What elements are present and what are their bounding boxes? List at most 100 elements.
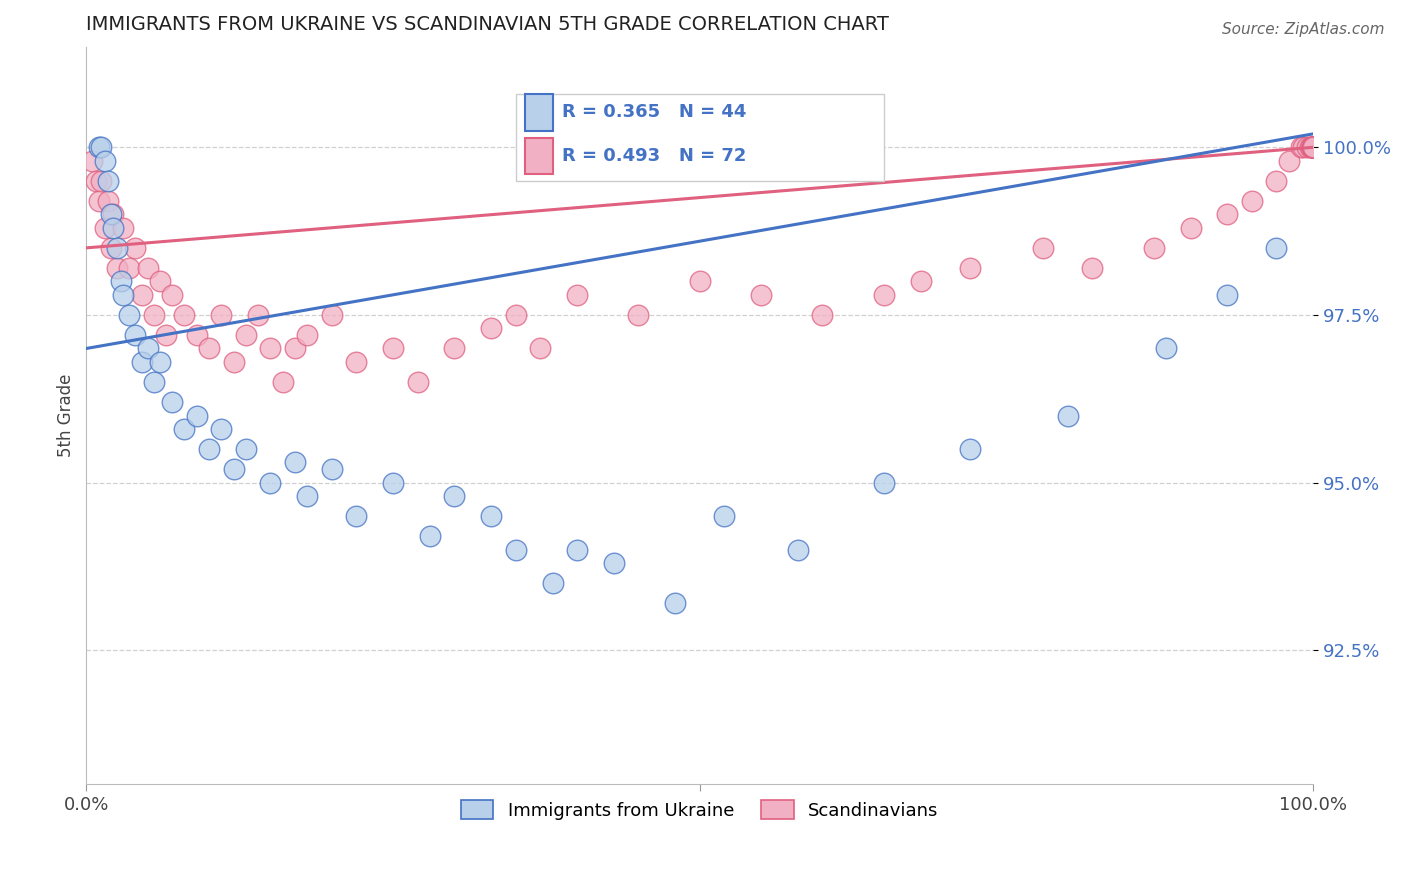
Point <box>100 241 122 255</box>
Point <box>259 342 281 356</box>
Point <box>1302 140 1324 154</box>
Point <box>443 489 465 503</box>
Point <box>811 308 834 322</box>
Point <box>321 462 343 476</box>
Point <box>84 174 107 188</box>
Point <box>131 355 153 369</box>
Point <box>284 455 307 469</box>
Point <box>93 220 115 235</box>
Point <box>664 596 686 610</box>
Point <box>97 194 120 208</box>
Point <box>1057 409 1080 423</box>
Point <box>1081 260 1104 275</box>
Point <box>1302 140 1324 154</box>
Point <box>118 308 141 322</box>
Point <box>149 355 172 369</box>
Point <box>382 342 405 356</box>
Point <box>419 529 441 543</box>
Point <box>103 220 125 235</box>
Point <box>321 308 343 322</box>
Point <box>259 475 281 490</box>
Point <box>131 288 153 302</box>
Point <box>1154 342 1177 356</box>
Point <box>1289 140 1312 154</box>
Point <box>209 308 232 322</box>
Point <box>344 355 367 369</box>
Point <box>910 274 932 288</box>
Point <box>565 542 588 557</box>
Point <box>105 241 128 255</box>
Point <box>505 542 527 557</box>
Point <box>136 342 159 356</box>
Point <box>1240 194 1263 208</box>
Point <box>787 542 810 557</box>
Point <box>198 442 221 456</box>
Point <box>1302 140 1324 154</box>
Point <box>112 220 135 235</box>
Point <box>235 328 257 343</box>
Point <box>103 207 125 221</box>
Point <box>565 288 588 302</box>
Point <box>1302 140 1324 154</box>
Point <box>1296 140 1319 154</box>
Point <box>479 321 502 335</box>
Point <box>541 576 564 591</box>
Y-axis label: 5th Grade: 5th Grade <box>58 374 75 458</box>
Point <box>222 462 245 476</box>
Point <box>1302 140 1324 154</box>
Point <box>1298 140 1320 154</box>
Point <box>1180 220 1202 235</box>
Point <box>1278 153 1301 168</box>
FancyBboxPatch shape <box>526 95 553 130</box>
Point <box>1302 140 1324 154</box>
Point <box>142 375 165 389</box>
Point <box>155 328 177 343</box>
Point <box>749 288 772 302</box>
Point <box>1299 140 1322 154</box>
Point <box>1302 140 1324 154</box>
Point <box>1292 140 1315 154</box>
Point <box>873 475 896 490</box>
Point <box>627 308 650 322</box>
Text: R = 0.493   N = 72: R = 0.493 N = 72 <box>562 147 747 165</box>
Point <box>689 274 711 288</box>
Point <box>1265 241 1288 255</box>
Point <box>713 509 735 524</box>
Point <box>271 375 294 389</box>
Legend: Immigrants from Ukraine, Scandinavians: Immigrants from Ukraine, Scandinavians <box>454 793 946 827</box>
Text: Source: ZipAtlas.com: Source: ZipAtlas.com <box>1222 22 1385 37</box>
Point <box>160 288 183 302</box>
Point <box>100 207 122 221</box>
Point <box>160 395 183 409</box>
Point <box>406 375 429 389</box>
Point <box>1302 140 1324 154</box>
Text: IMMIGRANTS FROM UKRAINE VS SCANDINAVIAN 5TH GRADE CORRELATION CHART: IMMIGRANTS FROM UKRAINE VS SCANDINAVIAN … <box>86 15 889 34</box>
Point <box>479 509 502 524</box>
Point <box>110 274 132 288</box>
Point <box>1302 140 1324 154</box>
Point <box>93 153 115 168</box>
Point <box>1302 140 1324 154</box>
Point <box>90 140 112 154</box>
Point <box>97 174 120 188</box>
Point <box>198 342 221 356</box>
Point <box>1302 140 1324 154</box>
Point <box>90 174 112 188</box>
Point <box>209 422 232 436</box>
Point <box>186 409 208 423</box>
Point <box>529 342 551 356</box>
Point <box>124 241 146 255</box>
Point <box>87 140 110 154</box>
Point <box>1032 241 1054 255</box>
Point <box>118 260 141 275</box>
Point <box>124 328 146 343</box>
Point <box>1143 241 1166 255</box>
Point <box>344 509 367 524</box>
Point <box>1265 174 1288 188</box>
Point <box>112 288 135 302</box>
FancyBboxPatch shape <box>526 138 553 174</box>
Point <box>959 442 981 456</box>
Point <box>173 422 195 436</box>
Point <box>505 308 527 322</box>
Point <box>382 475 405 490</box>
